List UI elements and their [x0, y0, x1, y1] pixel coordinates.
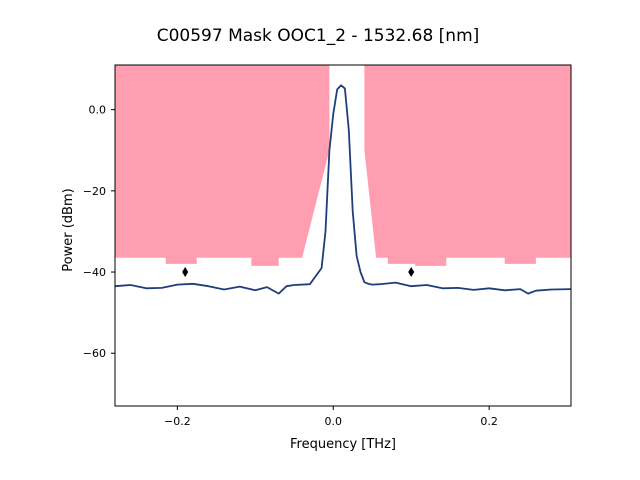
y-tick-label: 0.0: [89, 104, 107, 117]
y-axis: 0.0 −20 −40 −60: [83, 104, 115, 360]
x-tick-label: 0.2: [480, 415, 498, 428]
y-tick-label: −60: [83, 347, 106, 360]
x-tick-label: 0.0: [325, 415, 343, 428]
x-tick-label: −0.2: [164, 415, 191, 428]
x-axis-label: Frequency [THz]: [290, 437, 396, 452]
y-axis-label: Power (dBm): [61, 188, 76, 271]
x-axis: −0.2 0.0 0.2: [164, 406, 498, 428]
y-tick-label: −20: [83, 185, 106, 198]
chart-title: C00597 Mask OOC1_2 - 1532.68 [nm]: [157, 26, 480, 46]
mask-region-right: [364, 65, 571, 266]
plot-area: [115, 65, 571, 295]
y-tick-label: −40: [83, 266, 106, 279]
diamond-marker-1: [182, 267, 189, 278]
plot-frame: [114, 64, 572, 407]
mask-region-left: [115, 65, 330, 266]
diamond-marker-2: [408, 267, 415, 278]
spectrum-trace-line: [115, 84, 571, 295]
